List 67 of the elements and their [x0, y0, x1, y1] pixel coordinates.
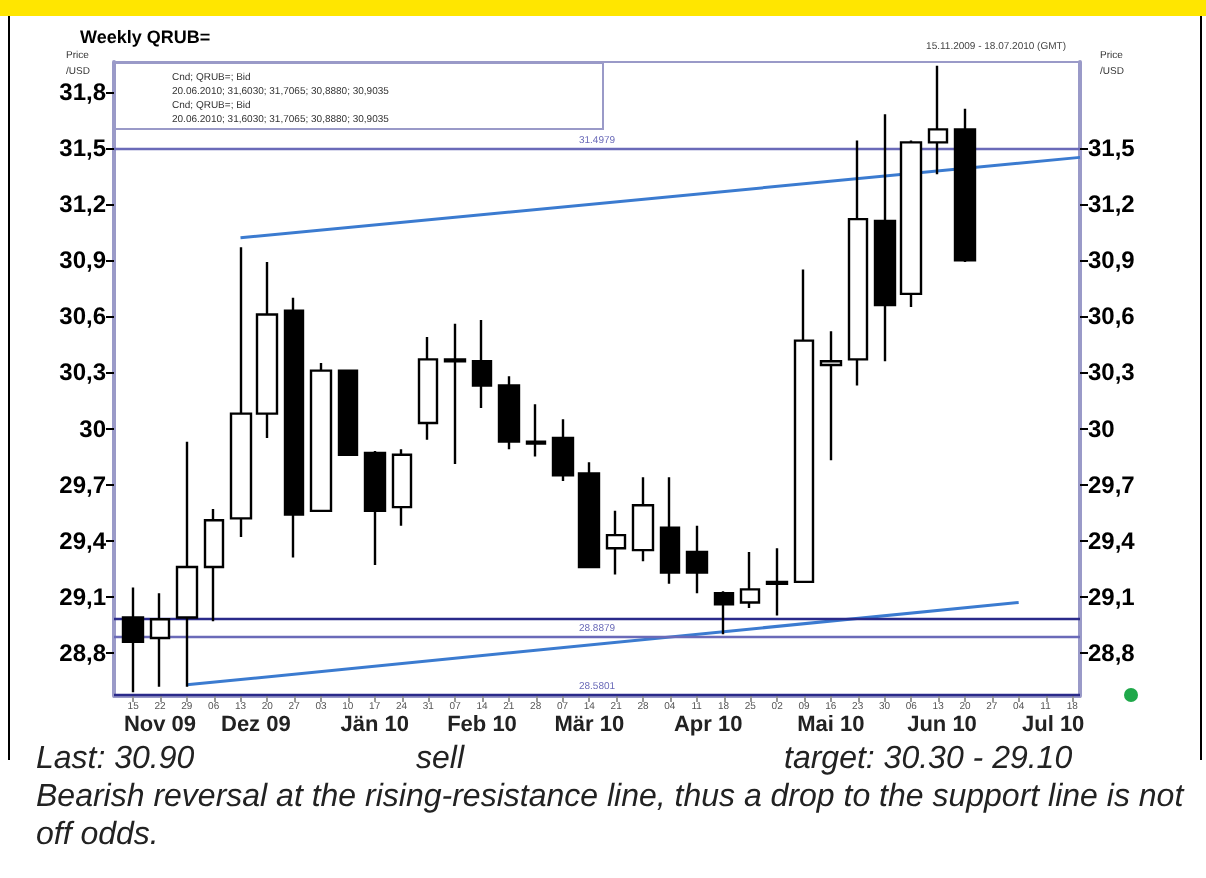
x2-tick-label: Jän 10 [340, 713, 409, 737]
x2-tick-label: Mär 10 [554, 713, 625, 737]
candlestick [175, 440, 199, 688]
candlestick [631, 475, 655, 563]
y2-tick-label: 29,7 [1088, 470, 1136, 499]
candlestick [471, 318, 493, 410]
candlestick [873, 113, 897, 363]
candlestick [659, 475, 681, 585]
candlestick [121, 586, 145, 694]
candlestick [899, 139, 923, 309]
y-tick-label: 30,3 [59, 358, 107, 387]
candlestick [255, 260, 279, 440]
candlestick [149, 591, 171, 688]
y-tick-label: 31,5 [59, 134, 107, 163]
candlestick [203, 507, 225, 623]
y2-tick-label: 31,2 [1088, 190, 1136, 219]
candlestick [793, 268, 815, 584]
candlestick [229, 245, 253, 539]
chart-title: Weekly QRUB= [80, 27, 211, 47]
text: sell [416, 740, 465, 778]
candlestick [443, 322, 467, 466]
x2-tick-label: Jul 10 [1021, 713, 1085, 737]
y-tick-label: 29,1 [59, 582, 107, 611]
y2-tick-label: 28,8 [1088, 638, 1136, 667]
x2-tick-label: Apr 10 [673, 713, 743, 737]
candlestick [847, 139, 869, 387]
x2-tick-label: Feb 10 [447, 713, 517, 737]
candlestick [283, 296, 305, 559]
x2-tick-label: Mai 10 [797, 713, 865, 737]
candlestick [953, 107, 977, 264]
text: target: 30.30 - 29.10 [784, 740, 1073, 778]
y-tick-label: 29,7 [59, 470, 107, 499]
candlestick [391, 447, 413, 528]
y-tick-label: 30,9 [59, 246, 107, 275]
candlestick [577, 461, 601, 569]
y2-tick-label: 30,6 [1088, 302, 1136, 331]
candlestick [417, 335, 439, 441]
text: Bearish reversal at the rising-resistance line, thus a drop to the support line is not off odds. [36, 778, 1187, 854]
y2-tick-label: 29,1 [1088, 582, 1136, 611]
candlestick [819, 330, 843, 462]
candlestick [765, 547, 789, 617]
x2-tick-label: Dez 09 [220, 713, 291, 737]
y-tick-label: 31,8 [59, 77, 107, 106]
candlestick [605, 509, 627, 576]
y-tick-label: 30 [79, 414, 107, 443]
x2-tick-label: Jun 10 [907, 713, 977, 737]
candlestick [309, 361, 333, 513]
text: Last: 30.90 [36, 740, 195, 778]
y-tick-label: 31,2 [59, 190, 107, 219]
y2-tick-label: 30 [1088, 414, 1116, 443]
y2-tick-label: 30,9 [1088, 246, 1136, 275]
y-tick-label: 28,8 [59, 638, 107, 667]
candlestick [551, 418, 575, 483]
y2-tick-label: 31,5 [1088, 134, 1136, 163]
y2-tick-label: 29,4 [1088, 526, 1136, 555]
y-tick-label: 30,6 [59, 302, 107, 331]
x2-tick-label: Nov 09 [123, 713, 197, 737]
y-tick-label: 29,4 [59, 526, 107, 555]
candlestick [337, 369, 359, 456]
candlestick [363, 449, 387, 567]
candlestick [713, 590, 735, 636]
y2-tick-label: 30,3 [1088, 358, 1136, 387]
candlestick [739, 550, 761, 610]
candlestick [685, 524, 709, 595]
candlestick [497, 374, 521, 451]
candlestick [525, 403, 547, 458]
candlestick [927, 64, 949, 176]
